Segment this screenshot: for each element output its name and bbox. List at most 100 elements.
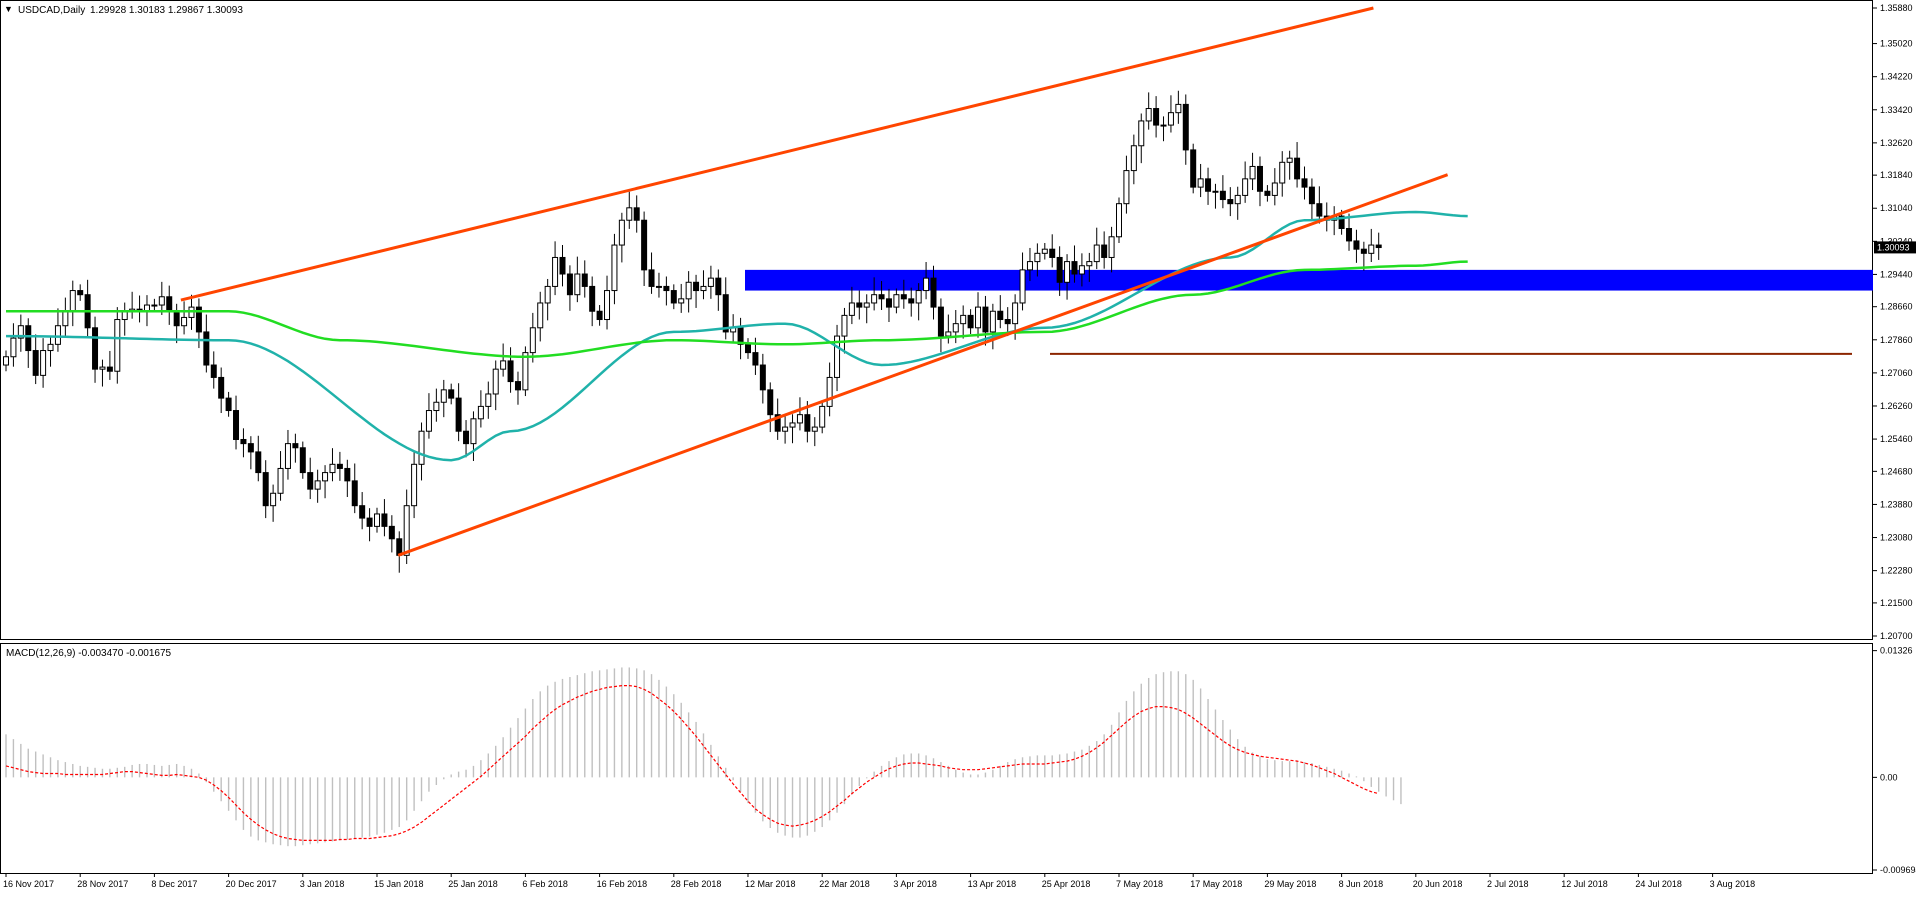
bull-candle [151,304,158,307]
bull-candle [574,273,581,296]
bull-candle [1026,261,1033,271]
bull-candle [1012,302,1019,325]
date-tick-label: 16 Nov 2017 [3,879,54,889]
bull-candle [492,368,499,395]
macd-tick-label: -0.009694 [1880,865,1916,875]
bull-candle [1116,203,1122,238]
bear-candle [856,302,863,308]
bear-candle [930,277,937,308]
price-tick-label: 1.30240 [1880,236,1913,246]
bull-candle [40,350,47,376]
bull-candle [989,310,996,333]
date-tick-label: 8 Dec 2017 [151,879,197,889]
bull-candle [1019,269,1026,304]
bull-candle [69,290,76,312]
date-tick-label: 28 Feb 2018 [671,879,722,889]
date-tick-label: 25 Jan 2018 [448,879,498,889]
bear-candle [351,480,358,507]
bear-candle [336,463,343,469]
bull-candle [114,319,121,372]
bear-candle [32,350,39,376]
bear-candle [885,298,892,308]
bear-candle [366,517,373,527]
bull-candle [1167,112,1174,126]
bear-candle [997,310,1004,321]
price-tick-label: 1.35880 [1880,3,1913,13]
bear-candle [359,505,366,519]
price-tick-label: 1.25460 [1880,434,1913,444]
price-tick-label: 1.31040 [1880,203,1913,213]
bull-candle [1249,165,1256,180]
date-tick-label: 20 Jun 2018 [1413,879,1463,889]
bear-candle [759,364,766,391]
bull-candle [440,389,447,403]
bear-candle [1375,244,1382,249]
bull-candle [62,310,69,327]
bear-candle [173,310,180,327]
bear-candle [1353,240,1360,250]
bear-candle [900,294,907,300]
macd-tick-label: 0.00 [1880,772,1898,782]
symbol-menu-arrow[interactable]: ▼ [4,4,13,14]
bull-candle [604,290,611,321]
bull-candle [1197,178,1204,188]
bear-candle [1316,203,1323,217]
bull-candle [322,472,329,482]
macd-pane-frame [0,643,1873,874]
price-tick-label: 1.23880 [1880,499,1913,509]
bull-candle [529,327,536,354]
bear-candle [908,298,915,304]
bear-candle [722,294,729,333]
price-tick-label: 1.27060 [1880,368,1913,378]
bull-candle [433,401,440,412]
bear-candle [1056,256,1063,283]
date-tick-label: 16 Feb 2018 [597,879,648,889]
price-pane-frame [0,0,1873,640]
bull-candle [848,302,855,316]
bull-candle [277,467,284,494]
price-tick-label: 1.23080 [1880,533,1913,543]
bear-candle [1190,149,1197,188]
price-tick-label: 1.22280 [1880,566,1913,576]
bull-candle [796,414,803,424]
bull-candle [915,290,922,304]
bear-candle [1301,178,1308,188]
price-tick-label: 1.33420 [1880,105,1913,115]
bull-candle [17,325,24,339]
price-tick-label: 1.20700 [1880,631,1913,641]
date-tick-label: 25 Apr 2018 [1042,879,1091,889]
date-tick-label: 12 Mar 2018 [745,879,796,889]
bear-candle [767,389,774,416]
price-tick-label: 1.29440 [1880,269,1913,279]
bull-candle [819,405,826,428]
bear-candle [1227,199,1234,205]
price-tick-label: 1.27860 [1880,335,1913,345]
bear-candle [218,376,225,399]
macd-tick-label: 0.01326 [1880,646,1913,656]
bull-candle [707,277,714,287]
bear-candle [1004,319,1011,325]
bull-candle [477,405,484,420]
bull-candle [522,352,529,391]
date-tick-label: 22 Mar 2018 [819,879,870,889]
bull-candle [923,277,930,292]
bear-candle [25,325,32,352]
price-tick-label: 1.34220 [1880,72,1913,82]
bear-candle [195,306,202,333]
bear-candle [514,381,521,391]
bull-candle [700,285,707,292]
date-tick-label: 13 Apr 2018 [968,879,1017,889]
bull-candle [1078,265,1085,275]
bear-candle [240,438,247,445]
bull-candle [789,422,796,428]
bull-candle [655,285,662,288]
trendline-lower [397,173,1449,557]
bull-candle [1271,182,1278,196]
bull-candle [284,443,291,469]
bear-candle [455,397,462,432]
bear-candle [1153,108,1160,126]
date-tick-label: 3 Aug 2018 [1710,879,1756,889]
bull-candle [1242,178,1249,196]
